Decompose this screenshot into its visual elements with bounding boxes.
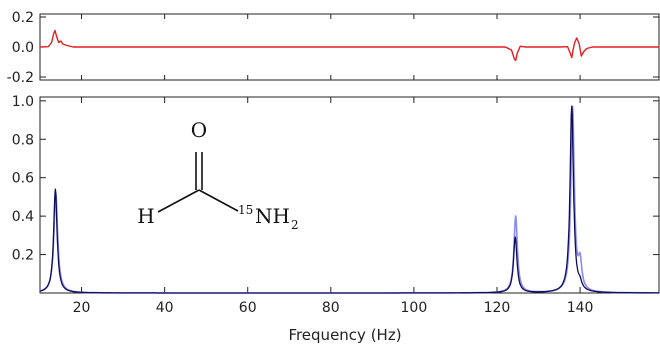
residual-y-axis: -0.2 0.0 0.2 — [7, 10, 659, 86]
bond-c-n — [198, 189, 239, 212]
x-axis-title: Frequency (Hz) — [288, 326, 401, 344]
atom-oxygen: O — [191, 118, 207, 142]
spectrum-series-group — [39, 105, 660, 294]
spectrum-x-tick-label: 60 — [239, 300, 257, 316]
residual-series-line — [39, 29, 659, 62]
spectrum-x-tick-label: 140 — [567, 300, 594, 316]
spectrum-y-tick-label: 0.4 — [12, 209, 34, 225]
residual-y-tick-label: 0.2 — [12, 10, 34, 26]
spectrum-y-tick-label: 0.8 — [12, 132, 34, 148]
spectrum-x-tick-label: 120 — [484, 300, 511, 316]
nitrogen-isotope-superscript: 15 — [238, 203, 253, 217]
bond-c-h — [157, 189, 200, 213]
spectrum-x-axis: 20 40 60 80 100 120 140 — [73, 14, 594, 316]
spectrum-y-axis: 0.2 0.4 0.6 0.8 1.0 — [12, 94, 659, 264]
spectrum-y-tick-label: 1.0 — [12, 94, 34, 110]
spectrum-x-tick-label: 80 — [322, 300, 340, 316]
spectrum-x-tick-label: 40 — [156, 300, 174, 316]
residual-series-group — [39, 29, 659, 62]
spectrum-measured-series-line — [39, 105, 660, 294]
spectrum-y-tick-label: 0.2 — [12, 248, 34, 264]
spectrum-x-tick-label: 100 — [401, 300, 428, 316]
molecule-structure: O H 15 NH 2 — [137, 118, 298, 232]
atom-amine-nh: NH — [255, 204, 290, 228]
spectrum-fit-series-line — [39, 105, 660, 294]
spectrum-y-tick-label: 0.6 — [12, 171, 34, 187]
atom-hydrogen: H — [137, 204, 154, 228]
amine-h-subscript: 2 — [291, 218, 299, 232]
spectrum-x-tick-label: 20 — [73, 300, 91, 316]
spectrum-panel-frame — [39, 96, 660, 294]
residual-y-tick-label: -0.2 — [7, 70, 34, 86]
residual-y-tick-label: 0.0 — [12, 40, 34, 56]
